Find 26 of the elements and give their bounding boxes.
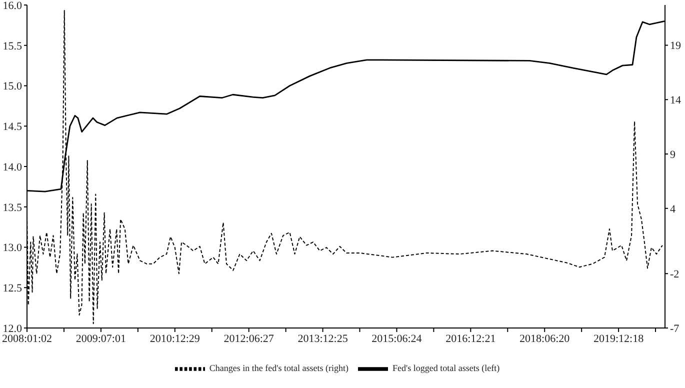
y-tick-label: 15.0 <box>2 80 22 93</box>
y2-tick-label: -7 <box>670 322 680 335</box>
x-tick-label: 2008:01:02 <box>2 332 52 345</box>
y2-tick-label: 9 <box>670 148 676 161</box>
y2-tick-label: -2 <box>670 268 680 281</box>
y-tick-label: 15.5 <box>2 40 22 52</box>
x-tick-label: 2019:12:18 <box>593 332 644 345</box>
y-tick-label: 14.0 <box>2 161 22 174</box>
y-tick-label: 12.0 <box>2 322 22 335</box>
y-tick-label: 13.5 <box>2 202 22 214</box>
y-tick-label: 16.0 <box>2 0 22 12</box>
x-tick-label: 2018:06:20 <box>520 332 570 345</box>
legend-label: Fed's logged total assets (left) <box>392 363 500 374</box>
x-tick-label: 2010:12:29 <box>150 332 200 345</box>
x-tick-label: 2012:06:27 <box>224 332 274 345</box>
y2-tick-label: 14 <box>670 94 682 107</box>
y-tick-label: 13.0 <box>2 242 22 254</box>
x-tick-label: 2015:06:24 <box>372 332 422 345</box>
y-tick-label: 12.5 <box>2 282 22 295</box>
y2-tick-label: 19 <box>670 40 682 52</box>
x-tick-label: 2009:07:01 <box>76 332 126 345</box>
y-tick-label: 14.5 <box>2 121 22 134</box>
x-tick-label: 2016:12:21 <box>446 332 496 345</box>
legend-label: Changes in the fed's total assets (right) <box>209 363 348 374</box>
y2-tick-label: 4 <box>670 203 676 216</box>
x-tick-label: 2013:12:25 <box>298 332 348 345</box>
